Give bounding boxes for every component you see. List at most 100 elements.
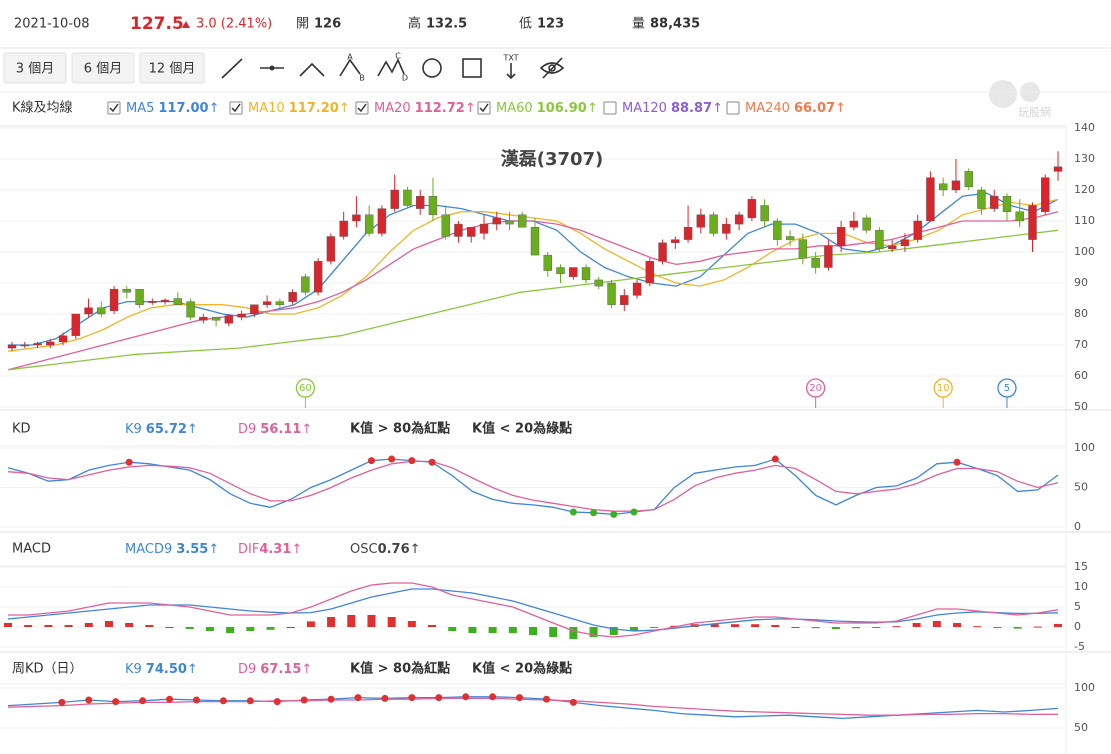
legend-item: MA10 117.20↑ — [248, 101, 350, 116]
arrow-icon — [506, 63, 516, 80]
legend-item: DIF4.31↑ — [238, 542, 302, 557]
signal-dot — [953, 458, 961, 466]
checkbox[interactable] — [229, 101, 243, 115]
osc-bar — [508, 627, 517, 633]
checkbox[interactable] — [726, 101, 740, 115]
legend-item: K9 74.50↑ — [125, 662, 198, 677]
hline-tool[interactable] — [260, 65, 284, 71]
y-tick-label: 80 — [1074, 307, 1088, 320]
legend-trend: ↑ — [187, 662, 198, 677]
panel-title: K線及均線 — [12, 100, 73, 116]
candle-body — [173, 298, 183, 305]
checkbox[interactable] — [603, 101, 617, 115]
legend-value: 66.07 — [794, 101, 835, 116]
candle-body — [887, 245, 897, 250]
legend-value: 67.15 — [260, 662, 301, 677]
osc-bar — [629, 627, 638, 631]
high: 132.5 — [426, 17, 467, 32]
candle-body — [20, 344, 29, 347]
candle-body — [122, 289, 132, 293]
signal-dot — [246, 697, 254, 705]
candle-body — [671, 239, 680, 243]
hide-tool[interactable] — [539, 57, 565, 79]
osc-bar — [932, 621, 941, 627]
candle-body — [390, 189, 399, 209]
legend-value: 3.55 — [176, 542, 208, 557]
ma-line — [8, 192, 1059, 346]
y-tick-label: 100 — [1074, 681, 1095, 694]
period-label: 5 — [1004, 383, 1010, 394]
candle-body — [148, 301, 157, 303]
osc-bar — [831, 627, 840, 629]
osc-bar — [448, 627, 457, 631]
toolbar: 3 個月 6 個月 12 個月 A B C D TXT — [3, 52, 565, 84]
candle-body — [7, 344, 17, 349]
angle-tool[interactable] — [299, 62, 325, 77]
tool-letter: B — [359, 74, 365, 83]
legend-trend: ↑ — [291, 542, 302, 557]
candle-body — [364, 214, 374, 234]
candle-body — [518, 214, 527, 228]
candle-body — [773, 220, 782, 240]
low: 123 — [537, 17, 564, 32]
y-tick-label: 50 — [1074, 481, 1088, 494]
indicator-line — [7, 458, 1059, 516]
legend-name: MA60 — [496, 101, 533, 116]
osc-bar — [1054, 623, 1062, 627]
osc-bar — [609, 627, 618, 635]
osc-bar — [872, 627, 881, 628]
osc-bar — [751, 624, 760, 627]
osc-bar — [589, 627, 598, 637]
osc-bar — [953, 623, 962, 627]
legend-trend: ↑ — [410, 542, 421, 557]
circle-tool[interactable] — [422, 58, 442, 78]
open-label: 開 — [296, 17, 309, 32]
checkbox[interactable] — [107, 101, 121, 115]
legend-name: K9 — [125, 662, 142, 677]
wave-tool[interactable] — [377, 58, 405, 77]
range-button[interactable] — [71, 52, 135, 84]
signal-dot — [462, 693, 470, 701]
candle-body — [71, 313, 80, 336]
legend-trend: ↑ — [339, 101, 350, 116]
legend-value: 117.00 — [158, 101, 208, 116]
candle-body — [46, 341, 55, 346]
range-button[interactable] — [139, 52, 205, 84]
period-marker — [805, 378, 826, 398]
candle-body — [951, 180, 961, 191]
rect-tool[interactable] — [462, 58, 482, 78]
pattern-tool[interactable] — [339, 58, 361, 77]
candle-body — [836, 226, 846, 246]
osc-bar — [185, 627, 194, 629]
candle-body — [224, 315, 234, 324]
checkbox[interactable] — [477, 101, 491, 115]
legend-item: MA5 117.00↑ — [126, 101, 219, 116]
price: 127.5 — [130, 14, 184, 34]
legend-value: 65.72 — [146, 422, 187, 437]
checkmark — [357, 103, 367, 113]
text-tool[interactable]: TXT — [502, 54, 518, 63]
candle-body — [428, 195, 438, 215]
candle-body — [722, 223, 731, 234]
signal-dot — [569, 508, 577, 516]
checkbox[interactable] — [355, 101, 369, 115]
candle-body — [683, 226, 693, 240]
range-button[interactable] — [3, 52, 67, 84]
range-label[interactable]: 6 個月 — [84, 62, 122, 77]
osc-bar — [266, 627, 275, 630]
line-tool[interactable] — [221, 58, 243, 79]
osc-bar — [4, 623, 12, 627]
candle-body — [288, 292, 297, 302]
osc-bar — [549, 627, 558, 637]
legend-name: MA120 — [622, 101, 667, 116]
candle-body — [186, 301, 195, 318]
chart-title: 漢磊(3707) — [501, 148, 604, 170]
candle-body — [530, 226, 540, 256]
range-label[interactable]: 3 個月 — [16, 62, 54, 77]
legend-name: MA10 — [248, 101, 285, 116]
candle-body — [556, 267, 565, 274]
candle-body — [275, 301, 285, 305]
signal-dot — [139, 697, 147, 705]
y-tick-label: 130 — [1074, 152, 1095, 165]
range-label[interactable]: 12 個月 — [149, 62, 196, 77]
